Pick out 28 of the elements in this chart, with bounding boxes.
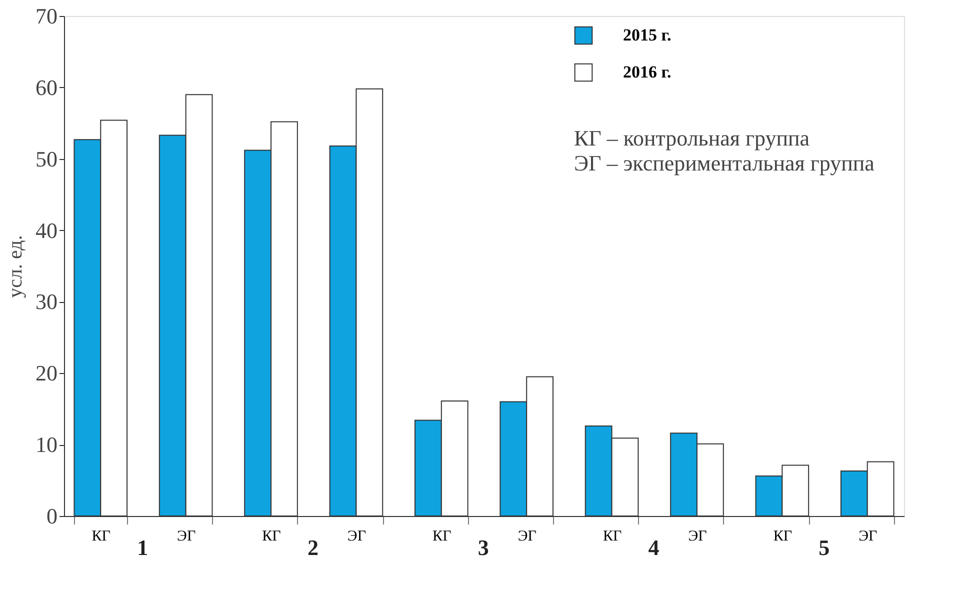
annotation: КГ – контрольная группа	[574, 126, 810, 150]
y-tick-label: 20	[36, 360, 58, 386]
y-tick-label: 0	[46, 504, 58, 528]
text: 3	[478, 535, 489, 560]
y-tick-label: 10	[36, 432, 58, 458]
legend-label: 2016 г.	[623, 62, 672, 82]
text: 1	[137, 535, 148, 560]
x-tick-label: ЭГ	[347, 528, 366, 544]
x-tick-label: КГ	[432, 528, 452, 544]
x-tick-label: ЭГ	[688, 528, 708, 544]
y-axis-title: усл. ед.	[4, 235, 26, 298]
y-tick-label: 50	[36, 146, 58, 172]
x-tick-label: ЭГ	[858, 528, 878, 544]
y-tick-label: 70	[36, 4, 58, 28]
x-tick-label: КГ	[262, 528, 282, 544]
x-tick-label: ЭГ	[177, 528, 196, 544]
y-tick-label: 60	[36, 74, 58, 100]
text: 2	[308, 535, 319, 560]
text: 5	[818, 535, 830, 560]
x-tick-label: КГ	[602, 528, 622, 544]
y-tick-label: 30	[36, 289, 58, 314]
legend-label: 2015 г.	[623, 26, 672, 44]
x-tick-label: КГ	[773, 528, 792, 544]
y-tick-label: 40	[36, 218, 58, 243]
x-tick-label: ЭГ	[518, 528, 537, 544]
x-tick-label: КГ	[92, 528, 111, 544]
annotation: ЭГ – экспериментальная группа	[574, 150, 875, 176]
text: 4	[648, 535, 660, 560]
